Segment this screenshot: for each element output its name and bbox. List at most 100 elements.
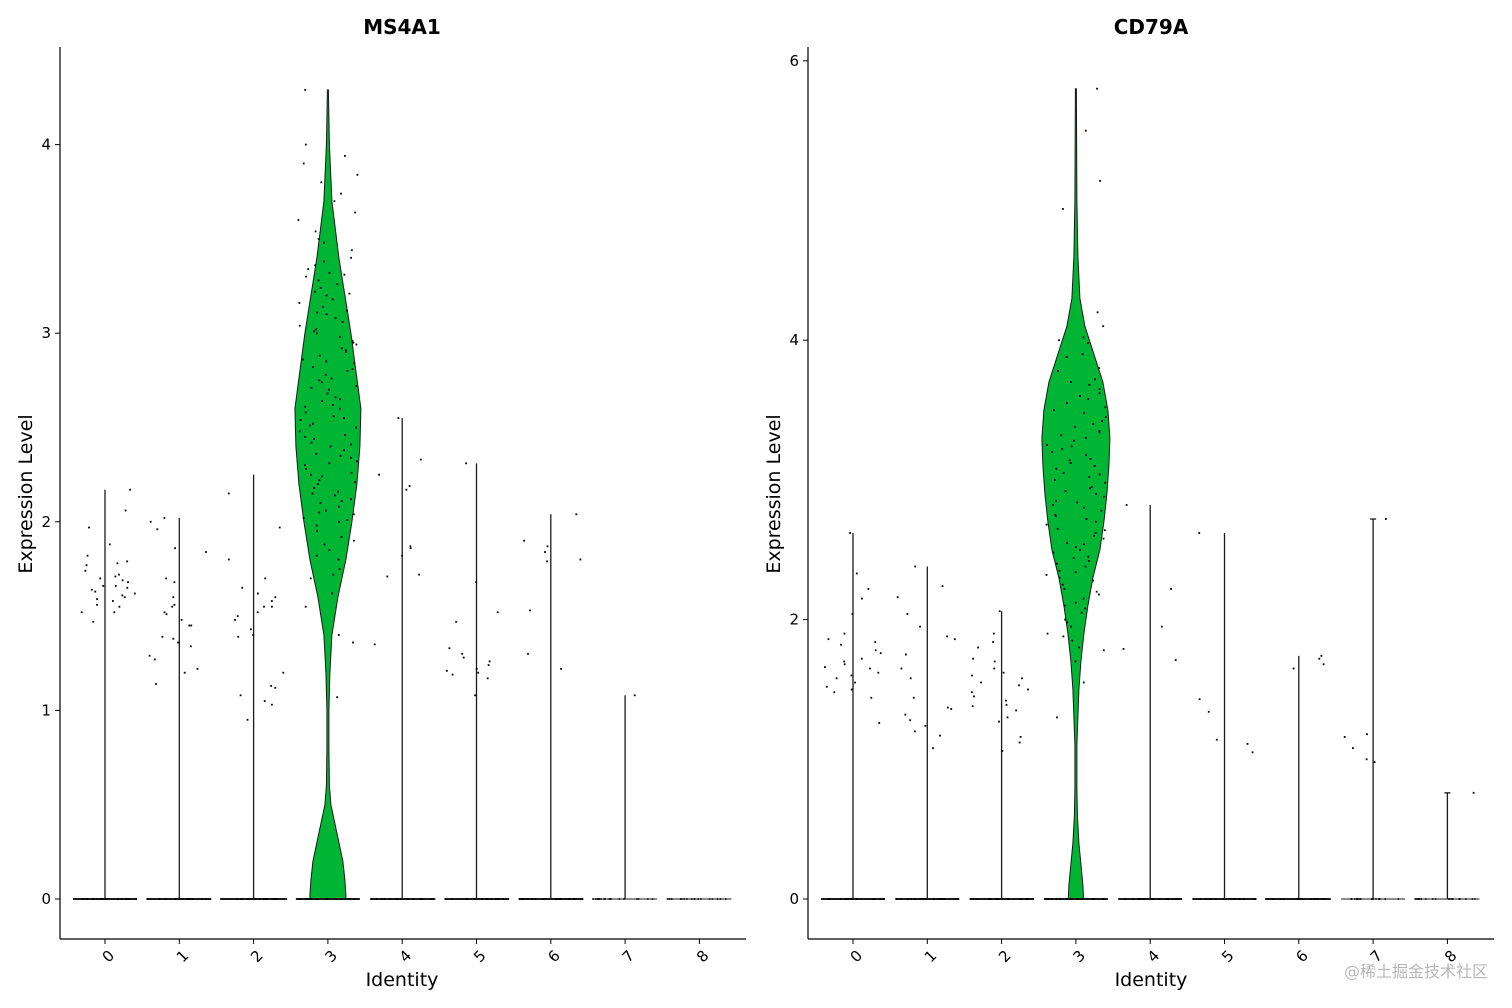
data-point	[329, 445, 332, 448]
data-point	[1104, 416, 1107, 418]
data-point	[315, 898, 318, 900]
data-point	[843, 632, 846, 635]
data-point	[1243, 898, 1245, 900]
data-point	[114, 585, 117, 587]
data-point	[1144, 898, 1146, 900]
data-point	[352, 641, 354, 644]
x-tick-label: 1	[921, 947, 940, 966]
data-point	[266, 898, 269, 900]
data-point	[309, 424, 311, 427]
data-point	[995, 898, 997, 900]
data-point	[304, 605, 307, 608]
data-point	[153, 658, 156, 661]
data-point	[155, 683, 157, 685]
data-point	[1142, 898, 1144, 900]
data-point	[419, 458, 422, 461]
data-point	[249, 628, 252, 631]
data-point	[1238, 898, 1240, 900]
violin-group	[518, 513, 584, 900]
data-point	[299, 898, 302, 900]
data-point	[825, 685, 828, 688]
data-point	[389, 898, 392, 900]
data-point	[163, 517, 166, 519]
x-tick-label: 0	[99, 947, 118, 966]
data-point	[896, 596, 899, 599]
data-point	[84, 569, 87, 572]
data-point	[304, 436, 307, 438]
data-point	[487, 664, 490, 666]
data-point	[1140, 898, 1142, 900]
data-point	[937, 898, 940, 900]
data-point	[346, 370, 349, 372]
data-point	[1090, 486, 1093, 488]
data-point	[353, 539, 355, 542]
data-point	[81, 898, 84, 900]
data-point	[395, 898, 397, 900]
data-point	[96, 603, 98, 606]
data-point	[946, 635, 948, 638]
data-point	[129, 488, 131, 491]
data-point	[1280, 898, 1282, 900]
data-point	[348, 898, 350, 900]
data-point	[1006, 716, 1009, 719]
x-axis-title: Identity	[366, 969, 439, 991]
data-point	[976, 898, 979, 900]
data-point	[1054, 515, 1057, 518]
data-point	[148, 654, 151, 657]
violin-group	[969, 610, 1034, 900]
data-point	[285, 898, 288, 900]
data-point	[1366, 733, 1368, 736]
data-point	[96, 598, 98, 600]
data-point	[149, 520, 152, 523]
data-point	[851, 898, 853, 900]
data-point	[340, 898, 343, 900]
data-point	[236, 615, 239, 617]
data-point	[1267, 898, 1270, 900]
data-point	[258, 898, 261, 900]
data-point	[572, 898, 575, 900]
data-point	[1320, 898, 1323, 900]
data-point	[942, 898, 944, 900]
data-point	[1192, 898, 1194, 900]
x-axis-title: Identity	[1115, 969, 1188, 991]
data-point	[542, 898, 544, 900]
data-point	[318, 479, 321, 482]
data-point	[560, 668, 562, 670]
data-point	[318, 379, 321, 382]
data-point	[444, 898, 447, 900]
x-tick-label: 4	[1144, 947, 1163, 966]
data-point	[240, 898, 242, 900]
data-point	[418, 573, 420, 576]
data-point	[1063, 604, 1066, 607]
data-point	[700, 898, 702, 900]
panel-title: MS4A1	[363, 15, 441, 39]
data-point	[316, 898, 319, 900]
data-point	[92, 620, 95, 623]
data-point	[344, 349, 347, 352]
data-point	[182, 898, 184, 900]
data-point	[933, 898, 935, 900]
data-point	[874, 641, 877, 643]
data-point	[904, 713, 907, 716]
data-point	[156, 528, 159, 531]
data-point	[1384, 898, 1386, 900]
y-tick-label: 3	[41, 324, 51, 342]
data-point	[910, 898, 913, 900]
data-point	[860, 657, 863, 660]
data-point	[1320, 655, 1323, 657]
data-point	[262, 898, 265, 900]
data-point	[827, 898, 829, 900]
x-tick-label: 5	[470, 947, 489, 966]
data-point	[353, 362, 355, 365]
data-point	[1385, 518, 1387, 520]
data-point	[412, 898, 415, 900]
data-point	[850, 688, 853, 691]
data-point	[1074, 601, 1077, 604]
data-point	[1093, 465, 1096, 467]
data-point	[921, 898, 924, 900]
data-point	[1098, 430, 1101, 432]
data-point	[172, 596, 175, 599]
data-point	[326, 898, 329, 900]
violin-body	[1041, 88, 1111, 900]
